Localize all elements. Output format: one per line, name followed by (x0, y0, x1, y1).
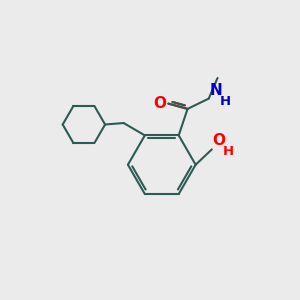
Text: O: O (153, 96, 166, 111)
Text: O: O (212, 133, 225, 148)
Text: H: H (220, 95, 231, 108)
Text: H: H (223, 145, 234, 158)
Text: N: N (209, 83, 222, 98)
